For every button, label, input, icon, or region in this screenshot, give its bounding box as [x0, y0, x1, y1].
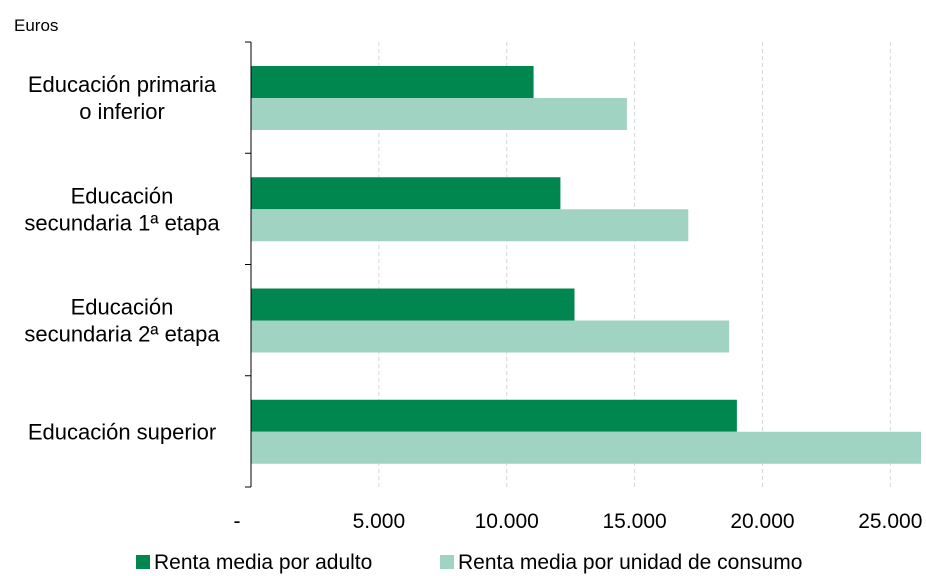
bar-adulto	[251, 399, 737, 432]
bar-adulto	[251, 288, 575, 321]
x-tick-label: -	[234, 510, 241, 533]
bar-unidad-consumo	[251, 98, 627, 130]
category-label: Educación secundaria 1ª etapa	[24, 183, 220, 235]
x-tick-labels: - 5.000 10.000 15.000 20.000 25.000	[234, 510, 923, 533]
x-tick-label: 10.000	[475, 510, 539, 533]
bar-unidad-consumo	[251, 209, 689, 242]
unit-label: Euros	[14, 16, 58, 35]
category-label: Educación primaria o inferior	[28, 72, 217, 124]
category-label: Educación secundaria 2ª etapa	[24, 295, 220, 347]
x-tick-label: 5.000	[353, 510, 406, 533]
x-tick-label: 20.000	[730, 510, 794, 533]
legend-label: Renta media por adulto	[154, 551, 372, 574]
x-tick-label: 15.000	[602, 510, 666, 533]
bar-adulto	[251, 66, 534, 98]
category-label: Educación superior	[28, 419, 216, 444]
legend: Renta media por adulto Renta media por un…	[136, 551, 802, 574]
x-tick-label: 25.000	[858, 510, 922, 533]
bar-adulto	[251, 177, 561, 210]
bar-unidad-consumo	[251, 431, 921, 464]
category-labels: Educación primaria o inferior Educación sec…	[24, 72, 220, 444]
legend-label: Renta media por unidad de consumo	[458, 551, 802, 574]
bars	[251, 66, 921, 464]
bar-unidad-consumo	[251, 320, 730, 353]
legend-swatch	[136, 555, 150, 569]
legend-swatch	[440, 555, 454, 569]
y-axis	[245, 41, 252, 488]
